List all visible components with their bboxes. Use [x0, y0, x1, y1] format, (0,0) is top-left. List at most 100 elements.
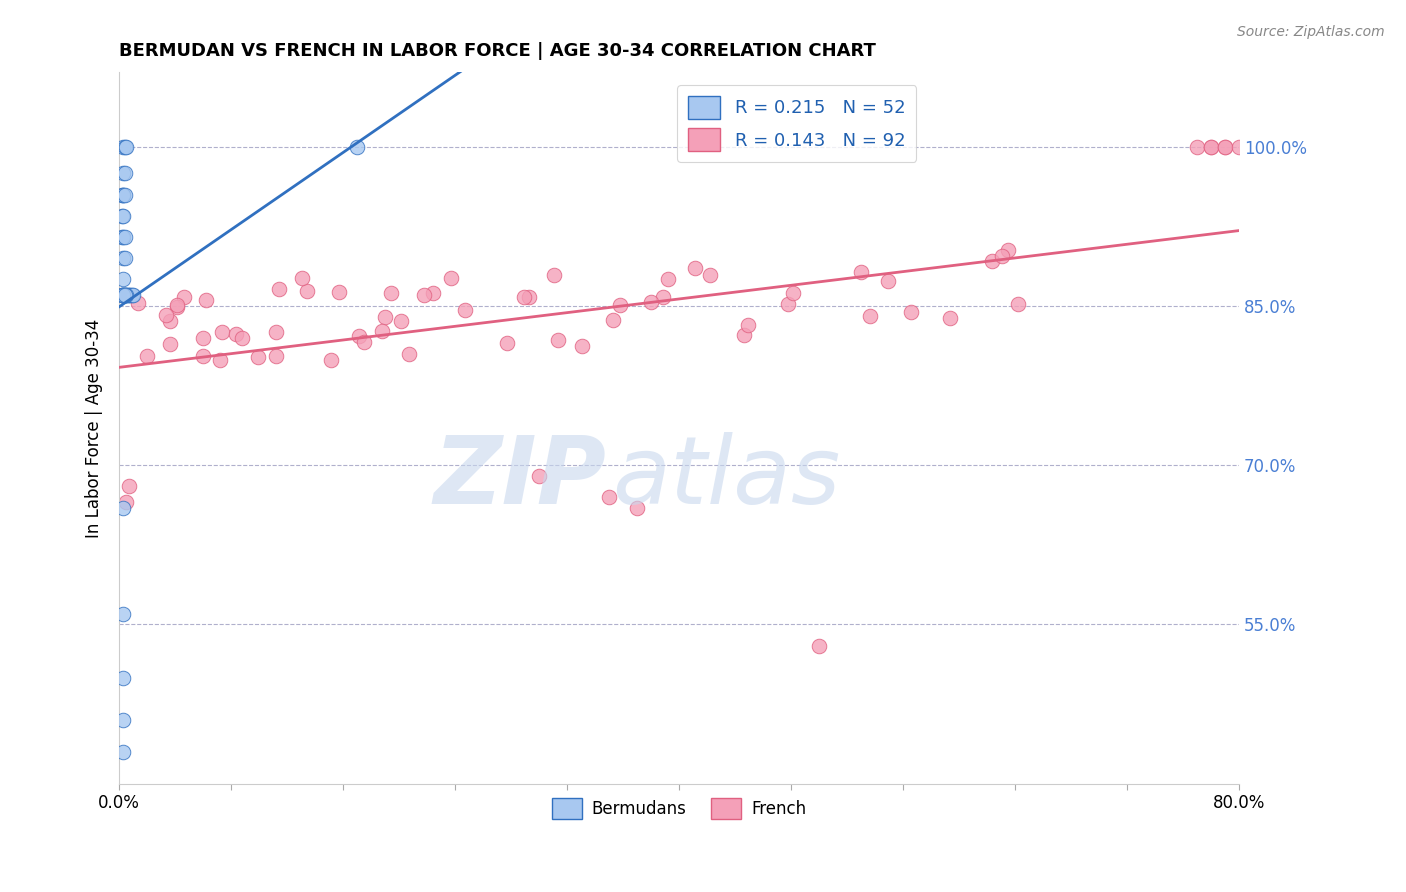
Point: [782, 286, 804, 301]
Point: [114, 230, 136, 244]
Point: [191, 331, 214, 345]
Point: [115, 495, 138, 509]
Point: [859, 309, 882, 323]
Point: [112, 500, 135, 515]
Point: [733, 327, 755, 342]
Point: [264, 325, 287, 339]
Point: [114, 288, 136, 302]
Text: BERMUDAN VS FRENCH IN LABOR FORCE | AGE 30-34 CORRELATION CHART: BERMUDAN VS FRENCH IN LABOR FORCE | AGE …: [120, 42, 876, 60]
Point: [321, 352, 343, 367]
Point: [114, 140, 136, 154]
Point: [398, 347, 420, 361]
Point: [114, 288, 136, 302]
Point: [115, 288, 138, 302]
Point: [111, 230, 134, 244]
Point: [211, 325, 233, 339]
Point: [849, 265, 872, 279]
Point: [112, 272, 135, 286]
Point: [247, 350, 270, 364]
Point: [112, 288, 135, 302]
Point: [527, 468, 550, 483]
Point: [297, 284, 319, 298]
Point: [115, 288, 138, 302]
Point: [173, 291, 195, 305]
Point: [112, 713, 135, 727]
Point: [155, 308, 177, 322]
Point: [159, 314, 181, 328]
Point: [657, 272, 679, 286]
Point: [112, 288, 135, 302]
Point: [640, 295, 662, 310]
Point: [519, 290, 541, 304]
Point: [112, 745, 135, 759]
Point: [112, 288, 135, 302]
Point: [166, 298, 188, 312]
Point: [981, 254, 1004, 268]
Point: [900, 305, 922, 319]
Point: [267, 282, 290, 296]
Text: Source: ZipAtlas.com: Source: ZipAtlas.com: [1237, 25, 1385, 39]
Point: [939, 311, 962, 326]
Text: ZIP: ZIP: [433, 432, 606, 524]
Point: [121, 288, 143, 302]
Y-axis label: In Labor Force | Age 30-34: In Labor Force | Age 30-34: [86, 318, 103, 538]
Point: [194, 293, 217, 308]
Point: [440, 270, 463, 285]
Point: [118, 288, 141, 302]
Point: [353, 334, 375, 349]
Point: [112, 230, 135, 244]
Point: [114, 288, 136, 302]
Point: [225, 326, 247, 341]
Point: [127, 296, 149, 310]
Point: [112, 166, 135, 180]
Point: [122, 288, 145, 302]
Point: [626, 500, 648, 515]
Point: [291, 270, 314, 285]
Point: [1185, 140, 1208, 154]
Point: [374, 310, 396, 325]
Point: [495, 335, 517, 350]
Point: [112, 209, 135, 223]
Point: [112, 140, 135, 154]
Point: [166, 300, 188, 314]
Point: [209, 352, 232, 367]
Point: [112, 187, 135, 202]
Point: [990, 248, 1012, 262]
Point: [111, 187, 134, 202]
Point: [117, 288, 139, 302]
Point: [652, 290, 675, 304]
Point: [159, 336, 181, 351]
Point: [512, 290, 534, 304]
Point: [346, 140, 368, 154]
Point: [571, 339, 593, 353]
Point: [602, 312, 624, 326]
Point: [115, 140, 138, 154]
Point: [114, 187, 136, 202]
Point: [380, 285, 402, 300]
Point: [547, 333, 569, 347]
Point: [598, 490, 620, 504]
Point: [778, 297, 800, 311]
Point: [1007, 297, 1029, 311]
Point: [112, 187, 135, 202]
Point: [1213, 140, 1236, 154]
Point: [609, 298, 631, 312]
Point: [699, 268, 721, 282]
Point: [112, 251, 135, 265]
Legend: Bermudans, French: Bermudans, French: [546, 791, 813, 825]
Point: [1199, 140, 1222, 154]
Point: [264, 349, 287, 363]
Point: [349, 328, 371, 343]
Point: [737, 318, 759, 333]
Point: [371, 324, 394, 338]
Point: [877, 274, 900, 288]
Point: [1227, 140, 1250, 154]
Point: [412, 288, 434, 302]
Point: [1199, 140, 1222, 154]
Point: [389, 313, 412, 327]
Point: [683, 260, 706, 275]
Point: [114, 166, 136, 180]
Point: [136, 350, 159, 364]
Point: [422, 286, 444, 301]
Point: [328, 285, 350, 299]
